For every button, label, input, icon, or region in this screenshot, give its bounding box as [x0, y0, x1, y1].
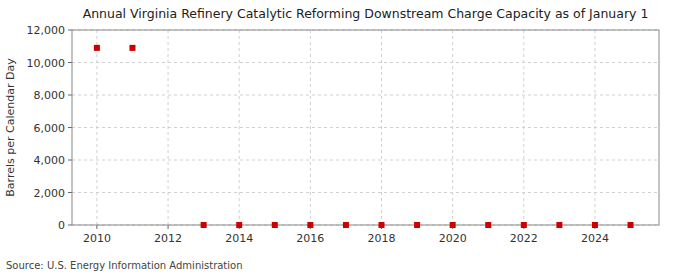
tick-label: 2022: [510, 232, 538, 245]
y-axis-label: Barrels per Calendar Day: [4, 58, 17, 197]
tick-label: 2016: [296, 232, 324, 245]
tick-label: 2,000: [34, 187, 66, 200]
tick-label: 2018: [368, 232, 396, 245]
grid-line: [72, 62, 659, 63]
tick-mark: [68, 30, 72, 31]
point: [556, 222, 562, 228]
grid: [72, 30, 659, 225]
tick-label: 8,000: [34, 89, 66, 102]
source-note: Source: U.S. Energy Information Administ…: [6, 260, 243, 271]
tick-mark: [168, 225, 169, 229]
grid-line: [239, 30, 240, 225]
point: [485, 222, 491, 228]
point: [343, 222, 349, 228]
point: [236, 222, 242, 228]
tick-label: 2020: [439, 232, 467, 245]
point: [129, 45, 135, 51]
grid-line: [72, 127, 659, 128]
chart: 2010 2012 2014 2016 2018 2020 2022 2024 0 2,000 4,…: [0, 0, 675, 275]
plot-background: [72, 30, 659, 225]
point: [94, 45, 100, 51]
tick-label: 2010: [83, 232, 111, 245]
tick-label: 4,000: [34, 154, 66, 167]
grid-line: [72, 160, 659, 161]
tick-mark: [68, 95, 72, 96]
tick-mark: [96, 225, 97, 229]
point: [379, 222, 385, 228]
axes: 2010 2012 2014 2016 2018 2020 2022 2024 0 2,000 4,…: [27, 24, 660, 245]
tick-mark: [68, 225, 72, 226]
point: [592, 222, 598, 228]
tick-label: 6,000: [34, 122, 66, 135]
tick-label: 0: [58, 219, 65, 232]
tick-label: 2014: [225, 232, 253, 245]
tick-label: 2024: [581, 232, 609, 245]
point: [450, 222, 456, 228]
points: [94, 45, 634, 228]
tick-label: 12,000: [27, 24, 66, 37]
tick-mark: [68, 62, 72, 63]
point: [628, 222, 634, 228]
grid-line: [310, 30, 311, 225]
grid-line: [72, 95, 659, 96]
grid-line: [381, 30, 382, 225]
tick-label: 2012: [154, 232, 182, 245]
point: [272, 222, 278, 228]
point: [201, 222, 207, 228]
plot-frame: [72, 30, 659, 225]
title: Annual Virginia Refinery Catalytic Refor…: [83, 6, 649, 21]
tick-mark: [68, 192, 72, 193]
tick-mark: [68, 127, 72, 128]
point: [307, 222, 313, 228]
tick-mark: [68, 160, 72, 161]
point: [414, 222, 420, 228]
grid-line: [72, 192, 659, 193]
tick-label: 10,000: [27, 57, 66, 70]
point: [521, 222, 527, 228]
